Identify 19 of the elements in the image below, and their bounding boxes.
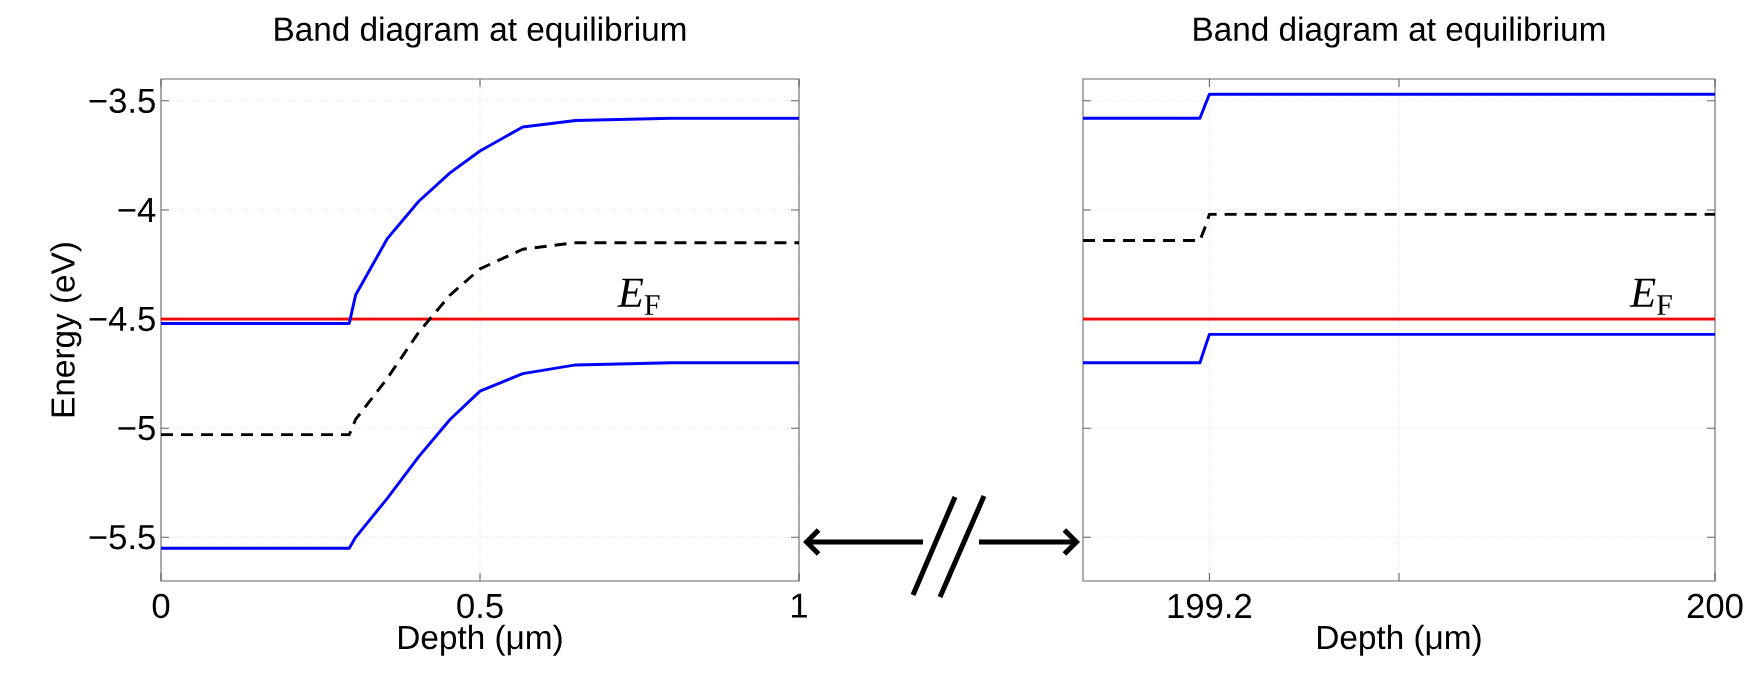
- x-tick-label: 0.5: [457, 593, 503, 619]
- line-series: [161, 361, 800, 550]
- y-tick-label: −5: [118, 416, 155, 441]
- y-tick-label: −4: [118, 198, 156, 222]
- x-axis-title: Depth (μm): [1318, 624, 1481, 656]
- y-tick-label: −5.5: [89, 525, 155, 550]
- chart-title: Band diagram at equilibrium: [275, 16, 686, 48]
- y-axis-title: Energy (eV): [50, 243, 82, 417]
- x-tick-label: 1: [792, 593, 807, 618]
- y-tick-label: −4.5: [89, 306, 155, 332]
- y-tick-label: −3.5: [89, 88, 155, 114]
- chart-title: Band diagram at equilibrium: [1194, 16, 1605, 48]
- ref-line-label: E$_{F}$: [617, 278, 660, 315]
- x-tick-label: 199.2: [1168, 593, 1252, 619]
- x-tick-label: 0: [152, 593, 170, 619]
- line-series: [161, 116, 800, 325]
- x-axis-title: Depth (μm): [399, 624, 562, 656]
- ref-line-label: E$_{F}$: [1629, 278, 1672, 315]
- x-tick-label: 200: [1687, 593, 1743, 619]
